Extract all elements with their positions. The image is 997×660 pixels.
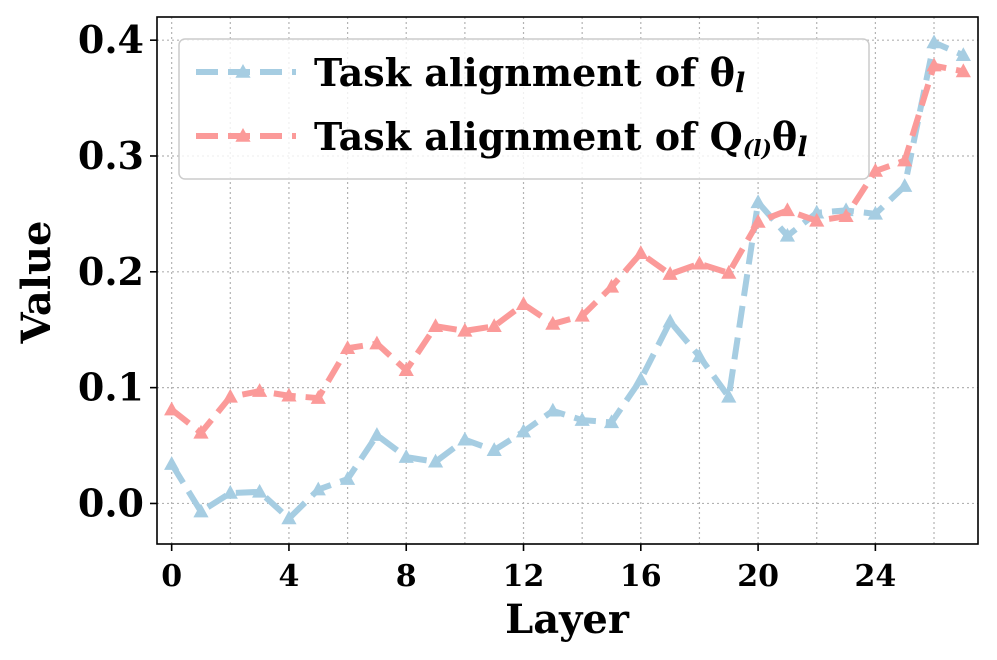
series-marker (193, 503, 209, 518)
x-axis-title: Layer (505, 596, 630, 643)
series-marker (369, 427, 385, 441)
series-marker (779, 202, 796, 217)
series-marker (867, 205, 883, 220)
series-marker (339, 340, 356, 355)
series-line (169, 39, 965, 522)
series-marker (779, 227, 796, 242)
series-group (164, 34, 971, 525)
series-marker (281, 387, 297, 402)
series-marker (545, 315, 561, 330)
series-marker (398, 362, 414, 377)
legend: Task alignment of θl Task alignment of Q… (178, 38, 870, 180)
series-marker (281, 510, 297, 525)
y-ticks: 0.0 0.1 0.2 0.3 0.4 (78, 17, 157, 525)
series-marker (691, 348, 708, 363)
series-marker (897, 178, 913, 192)
series-marker (721, 388, 737, 403)
series-marker (662, 313, 678, 328)
x-ticks: 0 4 8 12 16 20 24 (161, 544, 896, 594)
series-marker (164, 456, 180, 470)
series-0 (164, 34, 971, 525)
series-marker (222, 388, 238, 403)
series-marker (955, 63, 971, 78)
legend-swatch-marker-0 (235, 64, 251, 78)
x-tick-label: 12 (503, 559, 545, 594)
y-tick-label: 0.3 (78, 133, 144, 178)
series-marker (633, 245, 649, 260)
x-tick-label: 16 (620, 559, 662, 594)
x-tick-label: 20 (737, 559, 779, 594)
legend-swatch-marker-1 (235, 128, 251, 142)
series-marker (574, 412, 590, 426)
series-marker (310, 390, 326, 404)
series-marker (955, 47, 971, 61)
series-marker (926, 34, 942, 49)
series-marker (515, 423, 532, 438)
series-marker (750, 214, 766, 228)
series-marker (427, 453, 444, 468)
y-axis-title: Value (13, 220, 60, 344)
series-marker (809, 212, 825, 227)
x-tick-label: 24 (855, 559, 897, 594)
series-marker (457, 322, 473, 337)
series-marker (662, 266, 678, 280)
series-marker (926, 57, 942, 72)
series-marker (222, 485, 238, 499)
y-tick-label: 0.1 (78, 365, 144, 410)
series-marker (457, 431, 473, 446)
series-marker (369, 335, 385, 350)
series-marker (867, 163, 883, 177)
series-marker (339, 471, 356, 485)
series-marker (809, 204, 825, 219)
plot-frame (156, 16, 979, 545)
y-tick-label: 0.0 (78, 480, 144, 525)
series-marker (603, 414, 620, 429)
series-marker (486, 442, 502, 456)
legend-label-1: Task alignment of Q(l)θl (314, 114, 808, 163)
y-tick-label: 0.4 (78, 17, 144, 62)
series-marker (398, 449, 414, 463)
series-marker (545, 402, 561, 417)
series-marker (574, 307, 590, 322)
series-marker (838, 208, 854, 222)
series-marker (427, 318, 444, 333)
legend-box (178, 38, 870, 180)
series-marker (252, 483, 268, 498)
x-tick-label: 0 (161, 559, 182, 594)
series-marker (721, 264, 737, 279)
series-marker (193, 424, 209, 439)
series-1 (164, 57, 971, 439)
series-marker (486, 318, 502, 333)
series-marker (633, 371, 649, 386)
series-marker (603, 278, 620, 293)
series-marker (515, 296, 532, 311)
series-marker (164, 401, 180, 416)
y-tick-label: 0.2 (78, 249, 144, 294)
legend-label-0: Task alignment of θl (314, 50, 745, 99)
series-marker (750, 194, 766, 209)
series-line (169, 62, 964, 436)
x-tick-label: 8 (396, 559, 417, 594)
series-marker (252, 383, 268, 397)
series-marker (310, 481, 326, 496)
series-marker (897, 152, 913, 167)
x-tick-label: 4 (279, 559, 300, 594)
series-marker (691, 255, 708, 270)
